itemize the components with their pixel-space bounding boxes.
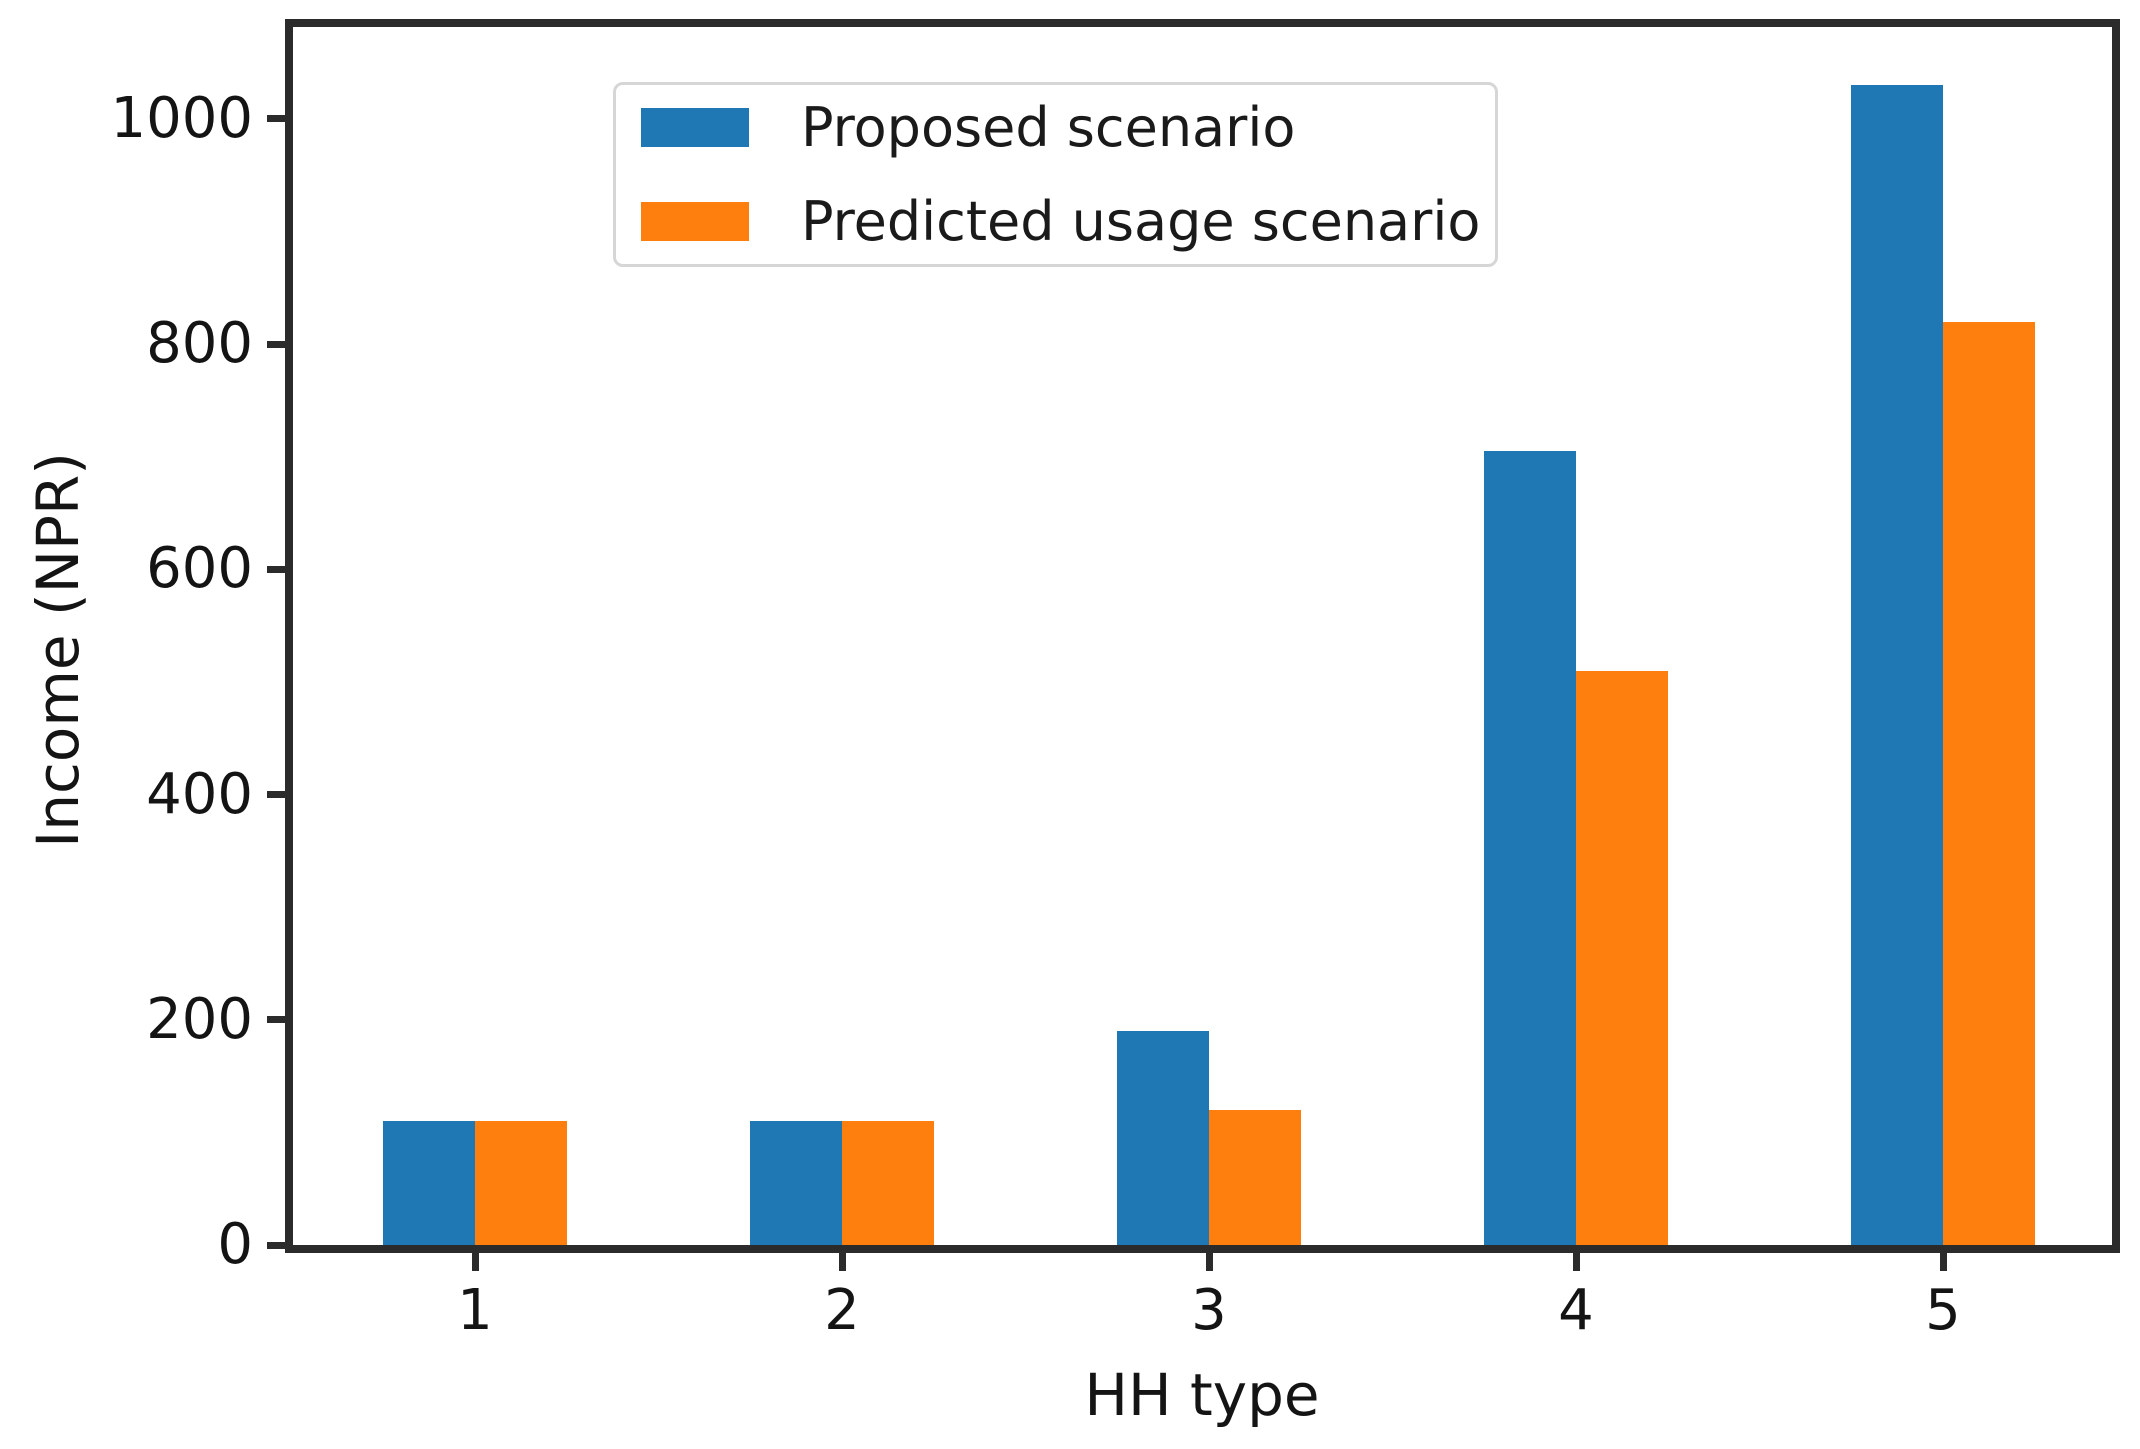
bar-proposed-cat5 xyxy=(1851,85,1943,1245)
x-tick-label-4: 4 xyxy=(1558,1278,1594,1343)
x-tick-3 xyxy=(1206,1253,1213,1271)
legend-row-proposed: Proposed scenario xyxy=(641,95,1470,159)
y-tick-label-200: 200 xyxy=(146,987,253,1052)
y-tick-800 xyxy=(267,341,285,348)
bar-predicted-cat3 xyxy=(1209,1110,1301,1245)
x-tick-2 xyxy=(839,1253,846,1271)
bar-predicted-cat5 xyxy=(1943,322,2035,1245)
x-tick-label-1: 1 xyxy=(457,1278,493,1343)
y-tick-400 xyxy=(267,791,285,798)
x-tick-4 xyxy=(1573,1253,1580,1271)
y-tick-600 xyxy=(267,566,285,573)
legend-row-predicted: Predicted usage scenario xyxy=(641,194,1480,249)
y-axis-label: Income (NPR) xyxy=(24,452,92,848)
y-tick-200 xyxy=(267,1016,285,1023)
bar-predicted-cat2 xyxy=(842,1121,934,1245)
y-tick-label-0: 0 xyxy=(217,1212,253,1277)
x-tick-label-3: 3 xyxy=(1191,1278,1227,1343)
legend-swatch-predicted-icon xyxy=(641,202,749,241)
x-tick-1 xyxy=(472,1253,479,1271)
legend: Proposed scenario Predicted usage scenar… xyxy=(613,82,1498,267)
bar-proposed-cat1 xyxy=(383,1121,475,1245)
plot-area: Proposed scenario Predicted usage scenar… xyxy=(285,19,2120,1253)
y-tick-label-400: 400 xyxy=(146,762,253,827)
bar-predicted-cat4 xyxy=(1576,671,1668,1245)
x-tick-label-2: 2 xyxy=(824,1278,860,1343)
bar-proposed-cat3 xyxy=(1117,1031,1209,1245)
y-tick-label-1000: 1000 xyxy=(110,86,253,151)
y-tick-label-600: 600 xyxy=(146,536,253,601)
legend-label-proposed: Proposed scenario xyxy=(801,95,1296,159)
bar-proposed-cat4 xyxy=(1484,451,1576,1245)
y-tick-label-800: 800 xyxy=(146,311,253,376)
legend-label-predicted: Predicted usage scenario xyxy=(801,189,1481,253)
y-tick-1000 xyxy=(267,115,285,122)
legend-swatch-proposed-icon xyxy=(641,108,749,147)
x-tick-label-5: 5 xyxy=(1925,1278,1961,1343)
plot-content: Proposed scenario Predicted usage scenar… xyxy=(293,27,2112,1245)
y-tick-0 xyxy=(267,1242,285,1249)
x-axis-label: HH type xyxy=(1084,1361,1320,1429)
bar-predicted-cat1 xyxy=(475,1121,567,1245)
x-tick-5 xyxy=(1940,1253,1947,1271)
bar-proposed-cat2 xyxy=(750,1121,842,1245)
